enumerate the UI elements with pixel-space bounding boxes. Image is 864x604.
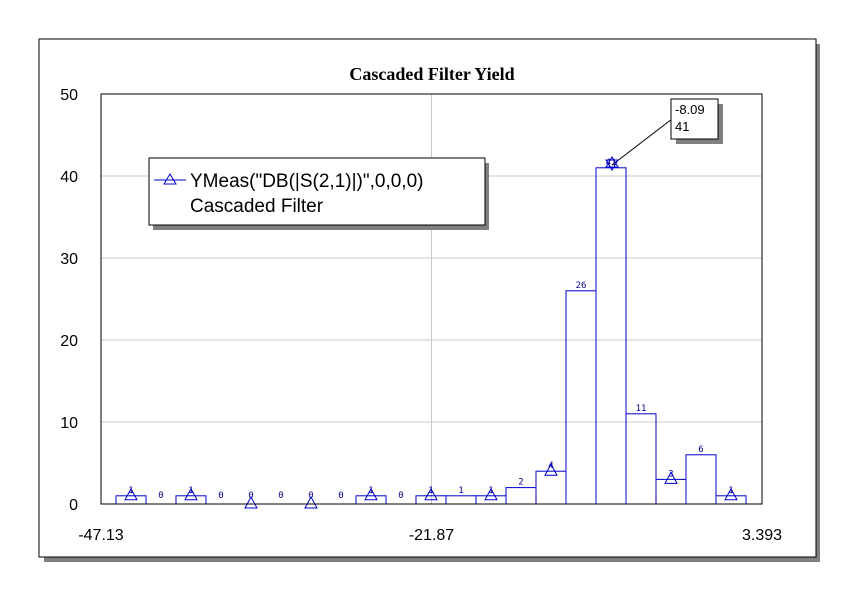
triangle-marker bbox=[184, 487, 198, 501]
annotation-leader bbox=[611, 118, 673, 166]
bar-value-label: 26 bbox=[576, 281, 587, 291]
bar-value-label: 41 bbox=[606, 158, 617, 168]
legend: YMeas("DB(|S(2,1)|)",0,0,0) Cascaded Fil… bbox=[148, 157, 489, 230]
bar-value-label: 1 bbox=[728, 486, 733, 496]
triangle-marker bbox=[304, 495, 318, 509]
x-axis-ticks: -47.13 -21.87 3.393 bbox=[78, 527, 782, 544]
annotation-line2: 41 bbox=[675, 119, 689, 134]
triangle-marker bbox=[664, 471, 678, 484]
y-tick-label: 10 bbox=[60, 415, 78, 432]
marker-annotation: -8.09 41 bbox=[605, 98, 723, 171]
y-axis-ticks: 0 10 20 30 40 50 bbox=[60, 87, 78, 514]
bar-value-label: 3 bbox=[668, 469, 673, 479]
plot-area bbox=[100, 93, 763, 505]
legend-entry-line1: YMeas("DB(|S(2,1)|)",0,0,0) bbox=[190, 171, 423, 192]
annotation-line1: -8.09 bbox=[675, 102, 705, 117]
bar-value-label: 1 bbox=[128, 486, 133, 496]
bar-value-label: 1 bbox=[458, 486, 463, 496]
triangle-marker bbox=[724, 487, 738, 501]
bar-value-label: 1 bbox=[428, 486, 433, 496]
bar-value-label: 0 bbox=[398, 491, 403, 501]
triangle-marker bbox=[484, 487, 498, 501]
triangle-marker bbox=[244, 495, 258, 509]
marker-star-icon bbox=[605, 156, 619, 171]
bar-value-label: 1 bbox=[188, 486, 193, 496]
bar-value-label: 1 bbox=[488, 486, 493, 496]
bar-value-label: 2 bbox=[518, 478, 523, 488]
bar-value-label: 11 bbox=[636, 404, 647, 414]
x-tick-label: -47.13 bbox=[78, 527, 123, 544]
y-tick-label: 50 bbox=[60, 87, 78, 104]
bar-value-label: 4 bbox=[548, 461, 553, 471]
legend-triangle-icon bbox=[163, 173, 177, 185]
triangle-markers bbox=[124, 463, 738, 509]
bar-value-label: 0 bbox=[278, 491, 283, 501]
y-tick-label: 0 bbox=[69, 497, 78, 514]
triangle-marker bbox=[124, 487, 138, 501]
triangle-marker bbox=[544, 463, 558, 476]
bar-value-label: 6 bbox=[698, 445, 703, 455]
bar-value-label: 1 bbox=[368, 486, 373, 496]
y-tick-label: 40 bbox=[60, 169, 78, 186]
y-tick-label: 30 bbox=[60, 251, 78, 268]
annotation-box bbox=[670, 98, 719, 140]
bar-value-label: 0 bbox=[158, 491, 163, 501]
x-tick-label: 3.393 bbox=[742, 527, 782, 544]
bar-value-label: 0 bbox=[218, 491, 223, 501]
x-tick-label: -21.87 bbox=[409, 527, 454, 544]
bar-value-label: 0 bbox=[338, 491, 343, 501]
triangle-marker bbox=[424, 487, 438, 501]
legend-box bbox=[148, 157, 486, 226]
chart-title: Cascaded Filter Yield bbox=[349, 64, 514, 84]
y-tick-label: 20 bbox=[60, 333, 78, 350]
triangle-marker bbox=[364, 487, 378, 501]
legend-entry-line2: Cascaded Filter bbox=[190, 196, 324, 217]
